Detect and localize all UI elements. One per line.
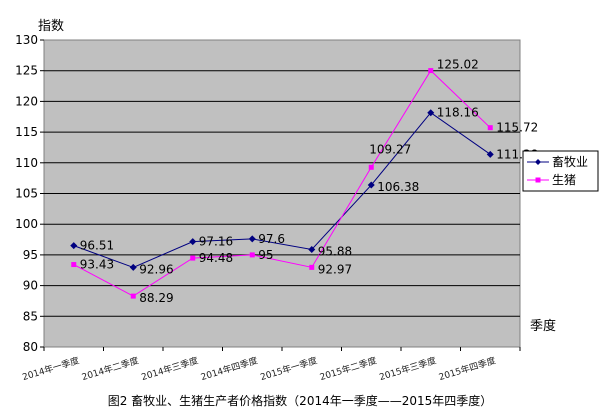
legend-marker-series-2 (535, 177, 541, 183)
series-line-1 (73, 112, 491, 268)
data-label-series-2: 95 (258, 248, 273, 262)
y-tick-label: 90 (23, 279, 38, 293)
legend-label-series-1: 畜牧业 (552, 154, 588, 169)
data-label-series-2: 109.27 (369, 142, 411, 156)
data-label-series-1: 118.16 (437, 106, 479, 120)
data-label-series-1: 106.38 (377, 180, 419, 194)
y-tick-label: 105 (15, 187, 38, 201)
x-tick-label: 2015年一季度 (259, 354, 319, 383)
x-tick-label: 2014年三季度 (140, 354, 200, 383)
data-label-series-2: 115.72 (496, 121, 538, 135)
point-series-2 (190, 255, 196, 261)
y-tick-label: 100 (15, 217, 38, 231)
data-label-series-2: 94.48 (199, 251, 233, 265)
data-label-series-2: 93.43 (80, 258, 114, 272)
x-tick-label: 2015年三季度 (378, 354, 438, 383)
point-series-1 (486, 150, 494, 158)
point-series-1 (70, 242, 78, 250)
point-series-1 (248, 235, 256, 243)
point-series-2 (249, 252, 255, 258)
point-series-2 (428, 68, 434, 74)
point-series-1 (367, 181, 375, 189)
point-series-2 (71, 262, 77, 268)
y-axis-ticks: 80 85 90 95 100 105 110 115 120 125 130 (15, 33, 44, 354)
data-label-series-1: 97.16 (199, 235, 233, 249)
x-tick-label: 2014年二季度 (80, 354, 140, 383)
x-tick-label: 2014年一季度 (21, 354, 81, 383)
figure-caption: 图2 畜牧业、生猪生产者价格指数（2014年一季度——2015年四季度） (108, 393, 493, 408)
point-series-2 (487, 125, 493, 131)
y-tick-label: 110 (15, 156, 38, 170)
point-series-1 (427, 109, 435, 117)
y-tick-label: 95 (23, 248, 38, 262)
point-series-2 (130, 293, 136, 299)
series-line-2 (73, 69, 491, 297)
legend-label-series-2: 生猪 (552, 173, 576, 187)
gridlines (44, 70, 520, 317)
x-axis-title: 季度 (530, 318, 556, 334)
data-label-series-1: 96.51 (80, 239, 114, 253)
y-tick-label: 115 (15, 125, 38, 139)
data-label-series-2: 125.02 (437, 58, 479, 72)
y-tick-label: 85 (23, 309, 38, 323)
y-tick-label: 120 (15, 94, 38, 108)
point-series-2 (309, 264, 315, 270)
x-tick-label: 2014年四季度 (199, 354, 259, 383)
x-tick-label: 2015年二季度 (318, 354, 378, 383)
point-series-1 (189, 238, 197, 246)
point-series-1 (129, 263, 137, 271)
y-tick-label: 80 (23, 340, 38, 354)
data-label-series-2: 88.29 (139, 291, 173, 305)
x-tick-label: 2015年四季度 (437, 354, 497, 383)
point-series-1 (308, 245, 316, 253)
y-axis-title: 指数 (38, 19, 64, 34)
legend-box (522, 150, 599, 192)
legend-marker-series-1 (535, 159, 541, 165)
data-label-series-1: 95.88 (318, 244, 352, 258)
data-label-series-1: 92.96 (139, 262, 173, 276)
data-label-series-2: 92.97 (318, 262, 352, 276)
series-layer (70, 68, 494, 299)
x-axis-ticks: 2014年一季度 2014年二季度 2014年三季度 2014年四季度 2015年一季度… (21, 347, 521, 383)
y-tick-label: 125 (15, 64, 38, 78)
legend: 畜牧业 生猪 (522, 150, 599, 192)
data-label-series-1: 97.6 (258, 232, 285, 246)
point-series-2 (368, 164, 374, 170)
y-tick-label: 130 (15, 33, 38, 47)
